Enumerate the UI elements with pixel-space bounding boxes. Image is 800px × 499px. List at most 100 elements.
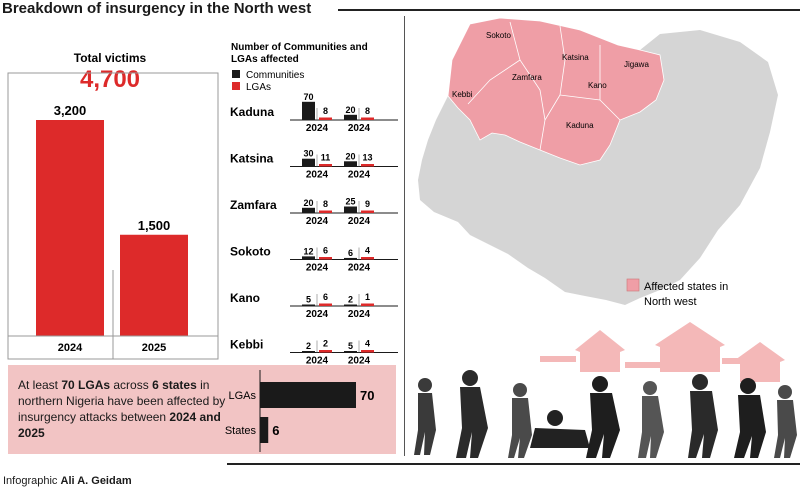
lgas-value: 4	[365, 339, 370, 349]
map-label-jigawa: Jigawa	[624, 60, 649, 69]
lgas-bar	[319, 117, 332, 120]
state-group-kano: Kano 5 6 2024 2 1 2024	[230, 291, 398, 320]
lgas-value: 4	[365, 246, 370, 256]
year-label: 2024	[306, 123, 329, 134]
map-state-labels: Sokoto Katsina Jigawa Zamfara Kano Kebbi…	[452, 31, 649, 130]
lgas-value: 8	[323, 199, 328, 209]
map-legend-line2: North west	[644, 296, 697, 308]
communities-value: 25	[345, 197, 355, 207]
communities-bar	[302, 207, 315, 213]
communities-bar	[302, 158, 315, 167]
map-legend-swatch	[626, 278, 640, 292]
communities-chart-title: Number of Communities and LGAs affected	[231, 42, 368, 65]
lgas-bar	[319, 210, 332, 213]
communities-value: 2	[306, 341, 311, 351]
year-label: 2024	[348, 170, 371, 181]
map-label-sokoto: Sokoto	[486, 31, 511, 40]
conflict-illustration	[414, 322, 797, 458]
map-label-kano: Kano	[588, 81, 607, 90]
hut-silhouettes	[540, 322, 785, 382]
communities-value: 5	[306, 295, 311, 305]
year-label: 2024	[306, 263, 329, 274]
communities-bar	[302, 304, 315, 306]
hbar-states	[260, 417, 269, 443]
lgas-bar	[361, 164, 374, 167]
victims-year-label-2025: 2025	[142, 342, 166, 354]
legend-label-lgas: LGAs	[246, 82, 271, 93]
lgas-bar	[319, 303, 332, 306]
lgas-bar	[361, 210, 374, 213]
communities-bar	[344, 351, 357, 353]
communities-bar	[302, 256, 315, 260]
nigeria-map: Sokoto Katsina Jigawa Zamfara Kano Kebbi…	[418, 17, 778, 308]
communities-value: 12	[303, 246, 313, 256]
map-label-kaduna: Kaduna	[566, 121, 594, 130]
lgas-states-bars: LGAs 70 States 6	[225, 382, 374, 443]
communities-bar	[344, 206, 357, 213]
lgas-bar	[319, 257, 332, 260]
bottom-rule	[227, 463, 800, 465]
victims-bar-2024	[36, 120, 104, 336]
victims-bar-2025	[120, 234, 188, 336]
lgas-value: 6	[323, 292, 328, 302]
communities-bar	[344, 114, 357, 120]
lgas-value: 11	[321, 153, 331, 163]
map-legend-line1: Affected states in	[644, 281, 728, 293]
hbar-category-label: LGAs	[228, 390, 256, 402]
communities-value: 5	[348, 341, 353, 351]
communities-value: 70	[303, 92, 313, 102]
lgas-value: 13	[362, 153, 372, 163]
communities-value: 20	[345, 105, 355, 115]
lgas-bar	[319, 350, 332, 353]
column-divider	[404, 16, 405, 456]
lgas-value: 8	[365, 106, 370, 116]
lgas-value: 2	[323, 339, 328, 349]
state-label: Kano	[230, 291, 260, 305]
state-label: Katsina	[230, 152, 274, 166]
state-label: Zamfara	[230, 198, 277, 212]
communities-bar	[344, 161, 357, 167]
hbar-lgas	[260, 382, 356, 408]
legend-label-communities: Communities	[246, 70, 304, 81]
victims-year-label-2024: 2024	[58, 342, 83, 354]
year-label: 2024	[306, 216, 329, 227]
state-group-kaduna: Kaduna 70 8 2024 20 8 2024	[230, 92, 398, 134]
total-victims-chart: Total victims 4,700 3,200 2024 1,500 2025	[7, 51, 219, 360]
communities-value: 6	[348, 248, 353, 258]
hbar-value-label: 70	[360, 388, 374, 403]
victims-chart-title: Total victims	[74, 51, 147, 65]
state-borders	[467, 21, 621, 151]
lgas-value: 8	[323, 106, 328, 116]
state-label: Kebbi	[230, 338, 263, 352]
communities-value: 30	[303, 149, 313, 159]
hbar-value-label: 6	[272, 423, 279, 438]
communities-bar	[302, 101, 315, 120]
summary-text: At least 70 LGAs across 6 states in nort…	[18, 378, 226, 440]
lgas-bar	[361, 303, 374, 306]
title-rule	[338, 9, 800, 11]
lgas-value: 1	[365, 292, 370, 302]
state-label: Kaduna	[230, 105, 274, 119]
communities-lgas-chart: Number of Communities and LGAs affected C…	[230, 42, 398, 367]
state-group-sokoto: Sokoto 12 6 2024 6 4 2024	[230, 245, 398, 274]
victims-bars: 3,200 2024 1,500 2025	[36, 103, 188, 354]
figure-silhouettes	[414, 370, 797, 458]
communities-value: 2	[348, 295, 353, 305]
victims-bar-label-2025: 1,500	[138, 218, 171, 233]
credit-line: Infographic Ali A. Geidam	[3, 475, 132, 487]
communities-value: 20	[345, 151, 355, 161]
year-label: 2024	[348, 309, 371, 320]
infographic-title: Breakdown of insurgency in the North wes…	[2, 0, 312, 17]
map-label-katsina: Katsina	[562, 53, 589, 62]
communities-value: 20	[303, 198, 313, 208]
year-label: 2024	[306, 309, 329, 320]
legend-swatch-lgas	[232, 82, 240, 90]
summary-box	[8, 365, 396, 454]
state-group-kebbi: Kebbi 2 2 2024 5 4 2024	[230, 338, 398, 367]
year-label: 2024	[348, 263, 371, 274]
legend-swatch-communities	[232, 70, 240, 78]
state-label: Sokoto	[230, 245, 271, 259]
lgas-bar	[319, 164, 332, 167]
